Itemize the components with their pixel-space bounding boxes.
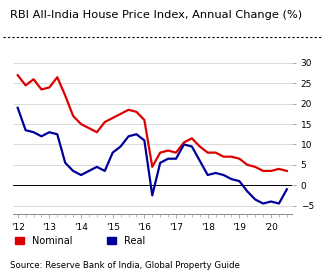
Legend: Nominal, Real: Nominal, Real [15,236,145,246]
Text: Source: Reserve Bank of India, Global Property Guide: Source: Reserve Bank of India, Global Pr… [10,261,239,270]
Text: RBI All-India House Price Index, Annual Change (%): RBI All-India House Price Index, Annual … [10,10,302,19]
